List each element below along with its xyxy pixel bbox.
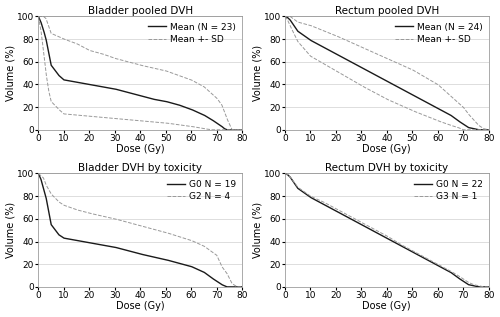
G3 N = 1 bbox=[381, 232, 387, 236]
G2 N = 4 bbox=[129, 222, 135, 225]
Y-axis label: Volume (%): Volume (%) bbox=[6, 45, 16, 101]
Line: G0 N = 19: G0 N = 19 bbox=[38, 173, 242, 287]
Mean +- SD bbox=[129, 61, 135, 65]
Mean (N = 23) bbox=[239, 128, 245, 132]
G2 N = 4 bbox=[233, 284, 239, 288]
Mean (N = 24) bbox=[282, 15, 288, 18]
Y-axis label: Volume (%): Volume (%) bbox=[252, 202, 262, 258]
Legend: Mean (N = 23), Mean +- SD: Mean (N = 23), Mean +- SD bbox=[146, 21, 238, 46]
G3 N = 1 bbox=[292, 182, 298, 186]
G0 N = 19 bbox=[224, 285, 230, 289]
G2 N = 4 bbox=[46, 188, 52, 191]
G0 N = 22 bbox=[480, 285, 486, 289]
G0 N = 19 bbox=[36, 171, 42, 175]
Mean +- SD bbox=[480, 126, 486, 130]
Mean (N = 24) bbox=[381, 78, 387, 81]
Mean (N = 23) bbox=[129, 92, 135, 95]
Mean +- SD bbox=[46, 25, 52, 29]
Mean (N = 23) bbox=[36, 15, 42, 18]
Legend: G0 N = 19, G2 N = 4: G0 N = 19, G2 N = 4 bbox=[165, 178, 238, 203]
Mean +- SD bbox=[486, 128, 492, 132]
Line: G2 N = 4: G2 N = 4 bbox=[38, 173, 242, 287]
Mean +- SD bbox=[376, 53, 382, 56]
Legend: G0 N = 22, G3 N = 1: G0 N = 22, G3 N = 1 bbox=[412, 178, 484, 203]
Mean (N = 24) bbox=[480, 128, 486, 132]
Y-axis label: Volume (%): Volume (%) bbox=[6, 202, 16, 258]
G3 N = 1 bbox=[486, 285, 492, 289]
Mean +- SD bbox=[234, 128, 239, 132]
Mean (N = 24) bbox=[476, 128, 482, 132]
Mean +- SD bbox=[229, 128, 235, 132]
X-axis label: Dose (Gy): Dose (Gy) bbox=[362, 301, 411, 311]
G0 N = 19 bbox=[196, 268, 202, 272]
G2 N = 4 bbox=[239, 285, 245, 289]
G0 N = 22 bbox=[476, 285, 482, 289]
Mean +- SD bbox=[196, 82, 202, 86]
Mean +- SD bbox=[234, 128, 239, 132]
Mean (N = 23) bbox=[134, 93, 140, 97]
G3 N = 1 bbox=[480, 285, 486, 289]
Mean +- SD bbox=[282, 15, 288, 18]
G0 N = 22 bbox=[381, 235, 387, 238]
Line: Mean (N = 23): Mean (N = 23) bbox=[38, 16, 242, 130]
Mean (N = 23) bbox=[224, 128, 230, 132]
G0 N = 22 bbox=[486, 285, 492, 289]
Line: Mean +- SD: Mean +- SD bbox=[285, 16, 488, 130]
G3 N = 1 bbox=[282, 171, 288, 175]
G0 N = 19 bbox=[239, 285, 245, 289]
G0 N = 22 bbox=[480, 285, 486, 289]
G0 N = 19 bbox=[134, 251, 140, 255]
X-axis label: Dose (Gy): Dose (Gy) bbox=[116, 301, 164, 311]
G2 N = 4 bbox=[234, 284, 239, 288]
Line: Mean (N = 24): Mean (N = 24) bbox=[285, 16, 488, 130]
Mean (N = 24) bbox=[486, 128, 492, 132]
G2 N = 4 bbox=[234, 285, 240, 289]
Title: Bladder DVH by toxicity: Bladder DVH by toxicity bbox=[78, 163, 202, 173]
Y-axis label: Volume (%): Volume (%) bbox=[252, 45, 262, 101]
Mean (N = 23) bbox=[46, 51, 52, 55]
Mean +- SD bbox=[381, 55, 387, 59]
Mean (N = 23) bbox=[196, 111, 202, 115]
Mean (N = 23) bbox=[234, 128, 239, 132]
X-axis label: Dose (Gy): Dose (Gy) bbox=[362, 144, 411, 154]
Mean (N = 23) bbox=[234, 128, 239, 132]
Mean +- SD bbox=[134, 62, 140, 66]
G0 N = 22 bbox=[376, 232, 382, 236]
G2 N = 4 bbox=[36, 171, 42, 175]
Mean +- SD bbox=[239, 128, 245, 132]
G0 N = 19 bbox=[46, 210, 52, 214]
G0 N = 19 bbox=[234, 285, 239, 289]
Mean (N = 24) bbox=[292, 26, 298, 29]
G3 N = 1 bbox=[480, 285, 486, 288]
Title: Rectum DVH by toxicity: Rectum DVH by toxicity bbox=[325, 163, 448, 173]
Mean +- SD bbox=[442, 89, 448, 93]
G0 N = 22 bbox=[282, 171, 288, 175]
G0 N = 19 bbox=[234, 285, 239, 289]
Mean (N = 24) bbox=[480, 128, 486, 132]
G0 N = 19 bbox=[129, 250, 135, 254]
G2 N = 4 bbox=[134, 223, 140, 227]
G0 N = 22 bbox=[442, 268, 448, 271]
G0 N = 22 bbox=[292, 183, 298, 187]
Line: G0 N = 22: G0 N = 22 bbox=[285, 173, 488, 287]
Title: Bladder pooled DVH: Bladder pooled DVH bbox=[88, 6, 193, 16]
X-axis label: Dose (Gy): Dose (Gy) bbox=[116, 144, 164, 154]
Title: Rectum pooled DVH: Rectum pooled DVH bbox=[334, 6, 439, 16]
G2 N = 4 bbox=[196, 242, 202, 246]
Mean +- SD bbox=[480, 126, 486, 130]
Mean +- SD bbox=[36, 15, 42, 18]
G3 N = 1 bbox=[376, 230, 382, 233]
Mean +- SD bbox=[292, 18, 298, 22]
Line: G3 N = 1: G3 N = 1 bbox=[285, 173, 488, 287]
Line: Mean +- SD: Mean +- SD bbox=[38, 16, 242, 130]
Mean (N = 24) bbox=[442, 110, 448, 114]
Legend: Mean (N = 24), Mean +- SD: Mean (N = 24), Mean +- SD bbox=[393, 21, 484, 46]
G3 N = 1 bbox=[480, 285, 486, 288]
Mean (N = 24) bbox=[376, 75, 382, 79]
G3 N = 1 bbox=[442, 266, 448, 270]
